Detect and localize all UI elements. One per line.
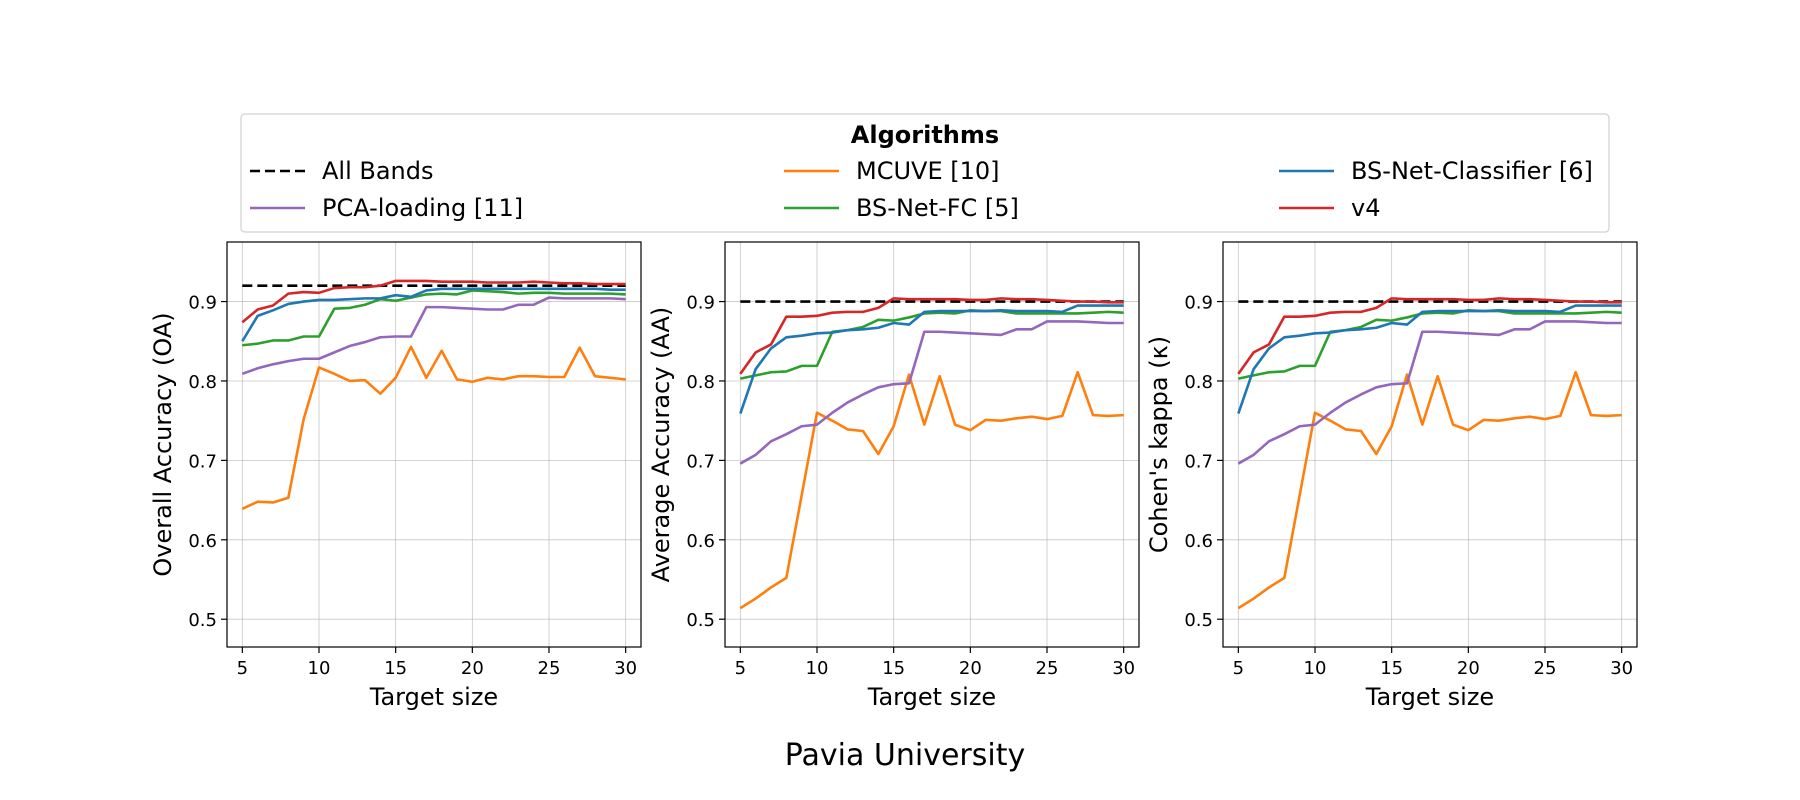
series-line-bs-net-fc-5 [242,289,626,347]
series-line-v4 [1237,297,1622,375]
x-tick-label: 5 [735,658,746,679]
x-tick-label: 20 [1457,658,1480,679]
x-tick-label: 15 [1380,658,1403,679]
series-line-mcuve-10 [739,370,1124,610]
y-tick-label: 0.7 [1184,451,1213,472]
x-tick-label: 5 [237,658,248,679]
series-line-mcuve-10 [241,345,626,510]
x-tick-label: 5 [1233,658,1244,679]
legend-label: BS-Net-Classifier [6] [1351,157,1593,185]
legend-label: BS-Net-FC [5] [856,194,1019,222]
series-group [739,297,1124,610]
x-tick-label: 15 [384,658,407,679]
series-group [241,279,626,510]
series-line-bs-net-classifier-6 [1237,304,1622,414]
y-tick-label: 0.6 [1184,531,1213,552]
series-line-pca-loading-11 [1237,320,1622,465]
legend-label: All Bands [322,157,434,185]
series-line-bs-net-classifier-6 [739,304,1124,414]
y-tick-label: 0.9 [188,293,217,314]
x-tick-label: 20 [959,658,982,679]
y-tick-label: 0.7 [188,451,217,472]
x-tick-label: 25 [538,658,561,679]
legend-label: v4 [1351,194,1380,222]
y-axis-label: Cohen's kappa (κ) [1145,336,1173,553]
legend-entry-bs-net-fc-5: BS-Net-FC [5] [784,194,1019,222]
series-line-bs-net-classifier-6 [241,287,626,342]
legend-entry-bs-net-classifier-6: BS-Net-Classifier [6] [1279,157,1593,185]
chart-panel-1: 5 10 15 20 25 30 0.5 0.6 0.7 0.8 0.9 Target size Ove… [149,241,642,711]
legend-label: PCA-loading [11] [322,194,523,222]
x-axis-label: Target size [1365,683,1494,711]
plot-frame [724,241,1140,648]
series-group [1237,297,1622,610]
chart-panel-2: 5 10 15 20 25 30 0.5 0.6 0.7 0.8 0.9 Target size Ave… [647,241,1140,711]
y-tick-label: 0.5 [1184,610,1213,631]
y-axis-label: Overall Accuracy (OA) [149,312,177,576]
x-tick-label: 10 [1304,658,1327,679]
series-line-v4 [739,297,1124,375]
y-tick-label: 0.9 [686,293,715,314]
figure-suptitle: Pavia University [785,738,1025,773]
legend: Algorithms All Bands MCUVE [10] BS-Net-Clas… [240,113,1610,233]
series-line-pca-loading-11 [739,320,1124,465]
x-tick-label: 10 [806,658,829,679]
y-tick-label: 0.6 [188,531,217,552]
chart-panels: 5 10 15 20 25 30 0.5 0.6 0.7 0.8 0.9 Target size Ove… [149,241,1638,711]
legend-frame [240,113,1610,233]
y-axis-label: Average Accuracy (AA) [647,307,675,583]
x-tick-label: 30 [614,658,637,679]
series-line-v4 [241,279,626,324]
plot-frame [226,241,642,648]
series-line-pca-loading-11 [241,296,626,376]
y-tick-label: 0.9 [1184,293,1213,314]
x-tick-label: 25 [1036,658,1059,679]
x-tick-label: 10 [308,658,331,679]
x-tick-label: 25 [1534,658,1557,679]
series-line-mcuve-10 [1237,370,1622,610]
legend-entry-mcuve-10: MCUVE [10] [784,157,1000,185]
x-tick-label: 30 [1610,658,1633,679]
legend-label: MCUVE [10] [856,157,1000,185]
y-tick-label: 0.8 [686,372,715,393]
y-tick-label: 0.5 [686,610,715,631]
x-tick-label: 20 [461,658,484,679]
series-line-bs-net-fc-5 [740,308,1124,380]
legend-entry-v4: v4 [1279,194,1380,222]
chart-panel-3: 5 10 15 20 25 30 0.5 0.6 0.7 0.8 0.9 Target size Coh… [1145,241,1638,711]
x-tick-label: 15 [882,658,905,679]
y-tick-label: 0.8 [188,372,217,393]
x-axis-label: Target size [867,683,996,711]
series-line-bs-net-fc-5 [1238,308,1622,380]
x-axis-label: Target size [369,683,498,711]
plot-frame [1222,241,1638,648]
y-tick-label: 0.6 [686,531,715,552]
legend-entry-all-bands: All Bands [250,157,434,185]
legend-entry-pca-loading-11: PCA-loading [11] [250,194,523,222]
x-tick-label: 30 [1112,658,1135,679]
legend-title: Algorithms [851,121,999,149]
y-tick-label: 0.8 [1184,372,1213,393]
y-tick-label: 0.5 [188,610,217,631]
y-tick-label: 0.7 [686,451,715,472]
